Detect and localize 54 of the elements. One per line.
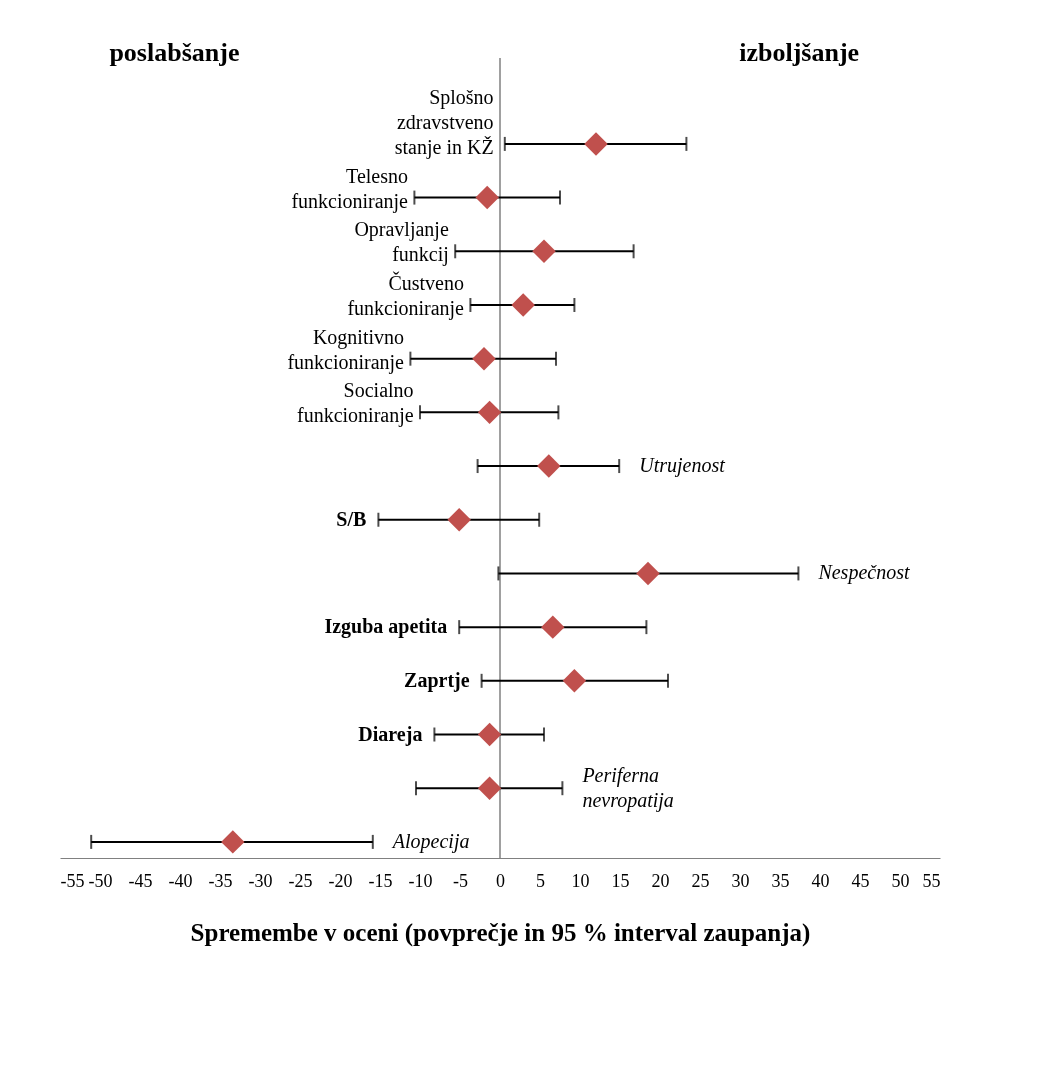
x-tick-label: 40 [811, 870, 830, 891]
x-tick-label: -10 [408, 870, 433, 891]
x-tick-label: 25 [691, 870, 710, 891]
x-tick-label: 45 [851, 870, 870, 891]
y-tick-label: Periferna nevropatija [581, 763, 674, 812]
y-tick-label: Diareja [358, 722, 423, 746]
x-axis-title: Spremembe v oceni (povprečje in 95 % interval zaupanja) [190, 918, 811, 947]
point [221, 830, 245, 854]
y-tick-label: Telesno funkcioniranje [291, 164, 409, 213]
point [636, 561, 660, 586]
x-tick-label: 50 [891, 870, 910, 891]
y-tick-label: Nespečnost [817, 561, 910, 585]
point [477, 400, 502, 425]
x-tick-label: -40 [168, 870, 193, 891]
point [511, 293, 535, 317]
y-tick-label: Splošno zdravstveno stanje in KŽ [394, 85, 494, 159]
y-tick-label: Izguba apetita [324, 615, 448, 639]
x-tick-label: 5 [536, 870, 545, 891]
x-tick-label: 10 [571, 870, 590, 891]
annotation: poslabšanje [109, 38, 240, 67]
x-tick-label: -35 [208, 870, 233, 891]
y-tick-label: Zaprtje [404, 668, 470, 692]
x-tick-label: 15 [611, 870, 630, 891]
x-tick-label: 55 [922, 870, 941, 891]
point [584, 132, 608, 156]
x-tick-label: 30 [731, 870, 750, 891]
x-tick-label: -5 [453, 870, 468, 891]
x-tick-label: -30 [248, 870, 273, 891]
point [562, 669, 587, 693]
y-tick-label: Čustveno funkcioniranje [347, 270, 465, 320]
x-tick-label: -15 [368, 870, 393, 891]
x-tick-label: -55 [60, 870, 85, 891]
x-tick-label: 35 [771, 870, 790, 891]
y-tick-label: S/B [336, 507, 367, 530]
y-tick-label: Socialno funkcioniranje [296, 379, 414, 428]
y-tick-label: Kognitivno funkcioniranje [287, 325, 405, 374]
y-tick-label: Utrujenost [639, 454, 726, 478]
point [472, 346, 496, 371]
y-tick-label: Opravljanje funkcij [354, 218, 449, 267]
point [477, 776, 502, 800]
point [541, 615, 565, 639]
x-tick-label: 0 [496, 870, 505, 891]
x-tick-label: 20 [651, 870, 670, 891]
x-tick-label: -50 [88, 870, 113, 891]
x-tick-label: -25 [288, 870, 313, 891]
annotation: izboljšanje [739, 38, 860, 67]
point [477, 722, 502, 747]
point [532, 239, 556, 264]
x-tick-label: -20 [328, 870, 353, 891]
x-tick-label: -45 [128, 870, 153, 891]
point [475, 185, 499, 210]
point [537, 454, 561, 478]
y-tick-label: Alopecija [390, 829, 470, 853]
point [447, 508, 471, 532]
